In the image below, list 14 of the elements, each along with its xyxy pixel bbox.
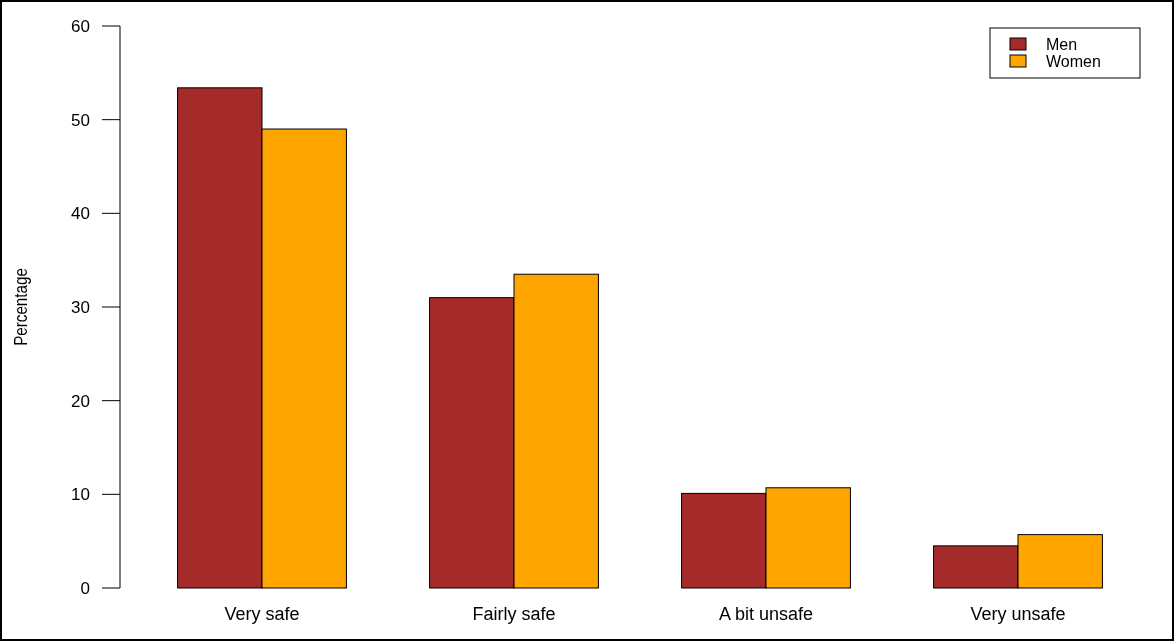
x-tick-label: Very unsafe [970, 604, 1066, 624]
y-tick-label: 20 [71, 391, 90, 411]
y-tick-label: 60 [71, 16, 90, 36]
y-axis-title: Percentage [9, 268, 32, 346]
y-tick-label: 50 [71, 110, 90, 130]
y-tick-label: 30 [71, 297, 90, 317]
y-tick-label: 40 [71, 204, 90, 224]
x-tick-label: A bit unsafe [718, 604, 814, 624]
x-tick-label: Very safe [224, 604, 300, 624]
y-tick-label: 0 [80, 578, 90, 598]
x-tick-label: Fairly safe [472, 604, 556, 624]
y-tick-label: 10 [71, 485, 90, 505]
legend-label: Men [1046, 35, 1078, 53]
legend-label: Women [1046, 52, 1101, 70]
